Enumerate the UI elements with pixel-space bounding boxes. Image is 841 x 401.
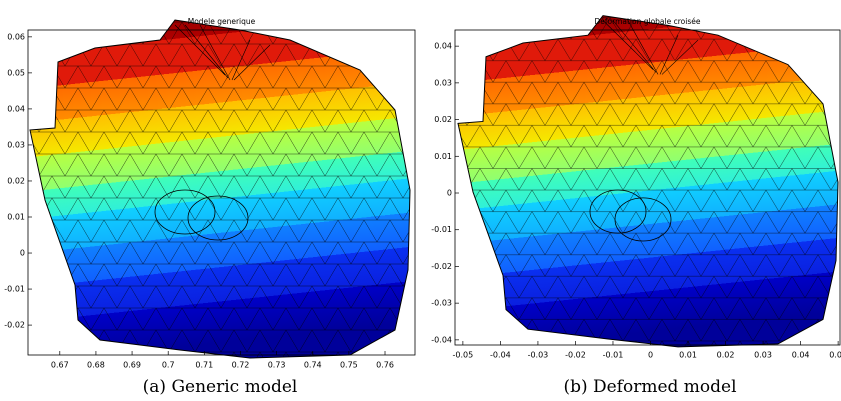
x-tick-label: 0.74	[304, 361, 322, 370]
x-tick-label: -0.04	[490, 351, 511, 360]
x-tick-label: 0.72	[232, 361, 250, 370]
x-tick-label: 0.01	[679, 351, 697, 360]
x-tick-label: 0.68	[87, 361, 105, 370]
y-tick-label: 0	[20, 249, 25, 258]
y-tick-label: 0.01	[7, 213, 25, 222]
x-tick-label: 0.71	[195, 361, 213, 370]
mesh-b	[457, 15, 839, 348]
y-tick-label: 0.02	[434, 115, 452, 124]
x-tick-label: -0.02	[565, 351, 586, 360]
y-tick-label: -0.02	[431, 262, 452, 271]
panel-title: Modele generique	[188, 17, 256, 26]
axes-frame	[454, 29, 841, 346]
y-tick-label: 0	[447, 189, 452, 198]
x-tick-label: -0.03	[528, 351, 549, 360]
x-tick-label: 0.75	[340, 361, 358, 370]
y-tick-label: 0.05	[7, 68, 25, 77]
mesh-a	[29, 19, 411, 359]
x-tick-label: 0.69	[123, 361, 141, 370]
y-tick-label: 0.06	[7, 32, 25, 41]
axes-frame	[27, 29, 416, 356]
caption: (b) Deformed model	[563, 377, 736, 397]
panel-title: Déformation globale croisée	[595, 17, 701, 26]
x-tick-label: 0.76	[376, 361, 394, 370]
y-tick-label: -0.04	[431, 335, 452, 344]
y-tick-label: 0.01	[434, 152, 452, 161]
x-tick-label: 0.73	[268, 361, 286, 370]
x-tick-label: 0.7	[162, 361, 175, 370]
x-tick-label: 0.04	[792, 351, 810, 360]
y-tick-label: 0.04	[7, 104, 25, 113]
y-tick-label: -0.01	[431, 225, 452, 234]
caption: (a) Generic model	[143, 377, 298, 397]
x-tick-label: 0.05	[829, 351, 841, 360]
x-tick-label: -0.01	[603, 351, 624, 360]
x-tick-label: 0.67	[51, 361, 69, 370]
y-tick-label: 0.04	[434, 42, 452, 51]
y-tick-label: 0.02	[7, 176, 25, 185]
y-tick-label: -0.02	[4, 321, 25, 330]
x-tick-label: 0	[648, 351, 653, 360]
x-tick-label: 0.02	[717, 351, 735, 360]
x-tick-label: 0.03	[754, 351, 772, 360]
y-tick-label: -0.01	[4, 285, 25, 294]
y-tick-label: -0.03	[431, 299, 452, 308]
y-tick-label: 0.03	[7, 140, 25, 149]
x-tick-label: -0.05	[453, 351, 474, 360]
y-tick-label: 0.03	[434, 78, 452, 87]
